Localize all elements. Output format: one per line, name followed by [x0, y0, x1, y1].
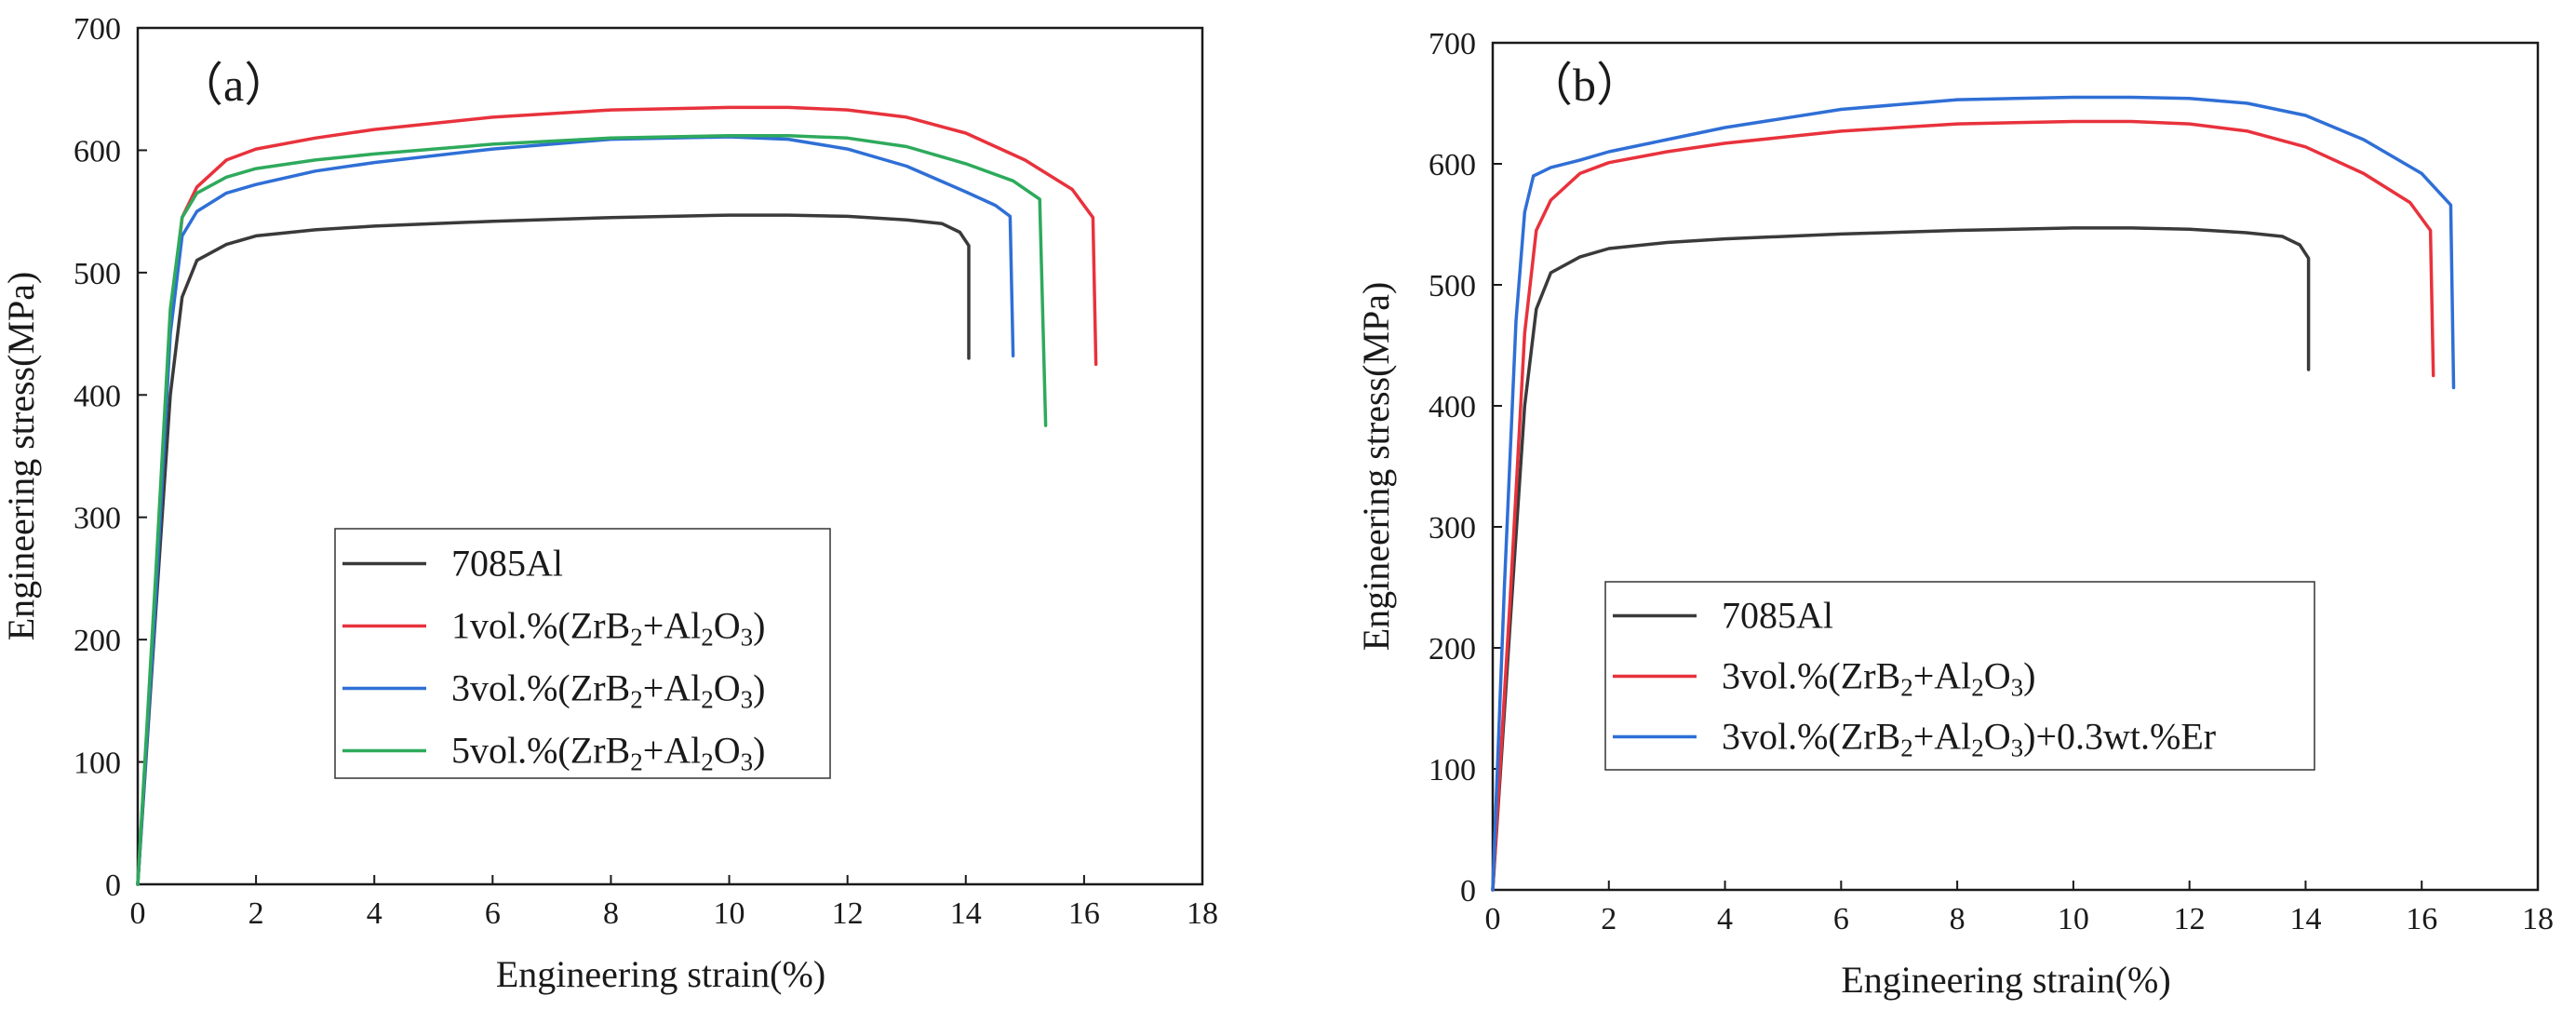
x-tick-label: 12 [2174, 902, 2206, 936]
x-axis-title: Engineering strain(%) [1841, 959, 2170, 1001]
y-tick-label: 600 [1429, 148, 1476, 182]
series-line-1 [1491, 226, 2311, 892]
series-line-1 [136, 213, 971, 886]
y-tick-label: 700 [74, 12, 121, 47]
series-line-2 [1491, 119, 2435, 892]
x-tick-label: 0 [1485, 902, 1501, 936]
x-tick-label: 4 [1717, 902, 1733, 936]
legend-entry: 5vol.%(ZrB2+Al2O3) [451, 730, 765, 776]
y-tick-label: 0 [1460, 874, 1476, 909]
y-tick-label: 300 [74, 502, 121, 536]
y-tick-label: 0 [105, 868, 121, 903]
y-tick-label: 100 [1429, 753, 1476, 787]
x-tick-label: 6 [485, 896, 501, 931]
series-line-3 [1491, 95, 2456, 892]
y-tick-label: 600 [74, 134, 121, 168]
plot-frame [136, 26, 1204, 886]
x-tick-label: 10 [714, 896, 745, 931]
legend-entry: 1vol.%(ZrB2+Al2O3) [451, 605, 765, 652]
x-axis-title: Engineering strain(%) [496, 953, 825, 995]
y-tick-label: 200 [1429, 632, 1476, 666]
x-tick-label: 8 [603, 896, 619, 931]
x-tick-label: 2 [248, 896, 264, 931]
x-tick-label: 18 [2522, 902, 2554, 936]
y-axis-title: Engineering stress(MPa) [0, 272, 42, 641]
series-line-4 [136, 133, 1048, 886]
panel-label: （a） [177, 59, 290, 111]
x-tick-label: 12 [832, 896, 864, 931]
x-tick-label: 2 [1601, 902, 1617, 936]
y-tick-label: 500 [1429, 269, 1476, 303]
legend-entry: 3vol.%(ZrB2+Al2O3) [451, 667, 765, 714]
x-tick-label: 0 [130, 896, 146, 931]
plot-frame [1491, 41, 2540, 892]
x-tick-label: 14 [2289, 902, 2321, 936]
x-tick-label: 14 [950, 896, 982, 931]
legend-entry: 3vol.%(ZrB2+Al2O3) [1722, 655, 2035, 702]
legend-entry: 3vol.%(ZrB2+Al2O3)+0.3wt.%Er [1722, 716, 2216, 762]
legend: 7085Al 1vol.%(ZrB2+Al2O3) 3vol.%(ZrB2+Al2O… [334, 528, 831, 779]
x-tick-label: 16 [2406, 902, 2437, 936]
x-tick-label: 8 [1950, 902, 1966, 936]
y-tick-label: 100 [74, 747, 121, 781]
legend: 7085Al 3vol.%(ZrB2+Al2O3) 3vol.%(ZrB2+Al2O… [1604, 581, 2315, 771]
x-tick-label: 10 [2058, 902, 2089, 936]
legend-entry: 7085Al [1722, 595, 1833, 637]
legend-box [1604, 581, 2315, 771]
y-tick-label: 300 [1429, 511, 1476, 545]
y-tick-label: 400 [74, 379, 121, 413]
y-tick-label: 400 [1429, 390, 1476, 424]
y-tick-label: 700 [1429, 27, 1476, 61]
x-tick-label: 16 [1068, 896, 1100, 931]
x-tick-label: 4 [367, 896, 382, 931]
x-tick-label: 6 [1833, 902, 1849, 936]
chart-panel-a: 0 2 4 6 8 10 12 14 16 18 0 100 200 300 400 500 600 700 Eng… [0, 12, 1218, 995]
legend-box [334, 528, 831, 779]
chart-panel-b: 0 2 4 6 8 10 12 14 16 18 0 100 200 300 400 500 600 700 Eng… [1355, 27, 2554, 1001]
y-tick-label: 200 [74, 624, 121, 658]
legend-entry: 7085Al [451, 543, 563, 585]
y-tick-label: 500 [74, 257, 121, 291]
x-tick-label: 18 [1187, 896, 1218, 931]
y-axis-title: Engineering stress(MPa) [1355, 282, 1397, 652]
panel-label: （b） [1526, 59, 1643, 111]
series-line-3 [136, 135, 1015, 886]
